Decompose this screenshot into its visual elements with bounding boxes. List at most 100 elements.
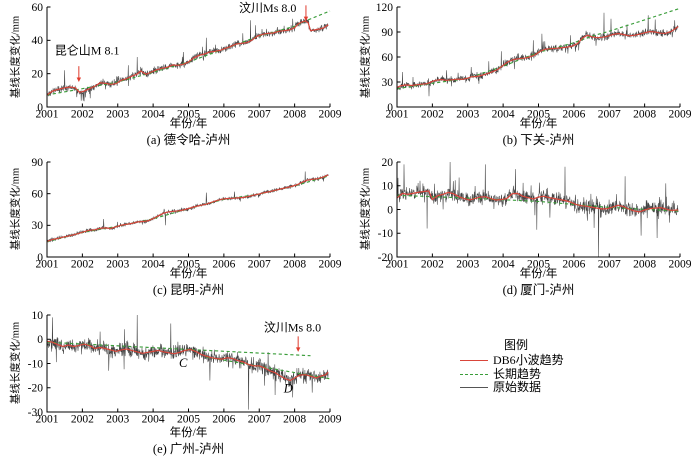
chart-e-plot: -30 -20 -10 0 10 2001 2002 2003 2004 2005 2006 2007… <box>28 310 342 426</box>
svg-text:2009: 2009 <box>669 259 692 271</box>
svg-text:60: 60 <box>382 52 394 64</box>
svg-text:2009: 2009 <box>669 109 692 121</box>
chart-c-y-axis-label: 基线长度变化/mm <box>10 167 22 251</box>
chart-guangzhou-luzhou: -30 -20 -10 0 10 2001 2002 2003 2004 2005 2006 2007… <box>6 300 350 463</box>
chart-c-caption: (c) 昆明-泸州 <box>152 283 225 297</box>
chart-d-caption: (d) 厦门-泸州 <box>502 283 575 297</box>
svg-text:0: 0 <box>387 204 393 216</box>
legend-label-db6-wavelet: DB6小波趋势 <box>493 353 564 368</box>
svg-text:-30: -30 <box>28 407 44 419</box>
annotation-汶川Ms 8.0: 汶川Ms 8.0 <box>264 319 321 334</box>
svg-text:90: 90 <box>382 27 394 39</box>
svg-text:2007: 2007 <box>248 259 271 271</box>
svg-text:2005: 2005 <box>177 414 200 426</box>
svg-text:2007: 2007 <box>248 414 271 426</box>
svg-text:2007: 2007 <box>248 109 271 121</box>
svg-text:2006: 2006 <box>562 259 585 271</box>
legend-item-longterm-trend: 长期趋势 <box>460 366 630 382</box>
svg-text:0: 0 <box>37 252 43 264</box>
svg-text:2008: 2008 <box>283 414 306 426</box>
svg-text:0: 0 <box>387 102 393 114</box>
chart-d-plot: -20 -10 0 10 20 2001 2002 2003 2004 2005 2006 2007 2… <box>378 157 692 271</box>
chart-e-x-axis-label: 年份/年 <box>169 427 208 439</box>
legend-item-raw-data: 原始数据 <box>460 381 630 395</box>
chart-c-x-axis-label: 年份/年 <box>169 268 208 280</box>
annotation-昆仑山M 8.1: 昆仑山M 8.1 <box>55 44 120 58</box>
db6-wavelet-line-swatch <box>460 360 488 362</box>
svg-text:2003: 2003 <box>106 414 129 426</box>
svg-text:2006: 2006 <box>212 109 235 121</box>
svg-text:2001: 2001 <box>36 259 59 271</box>
svg-text:30: 30 <box>382 77 394 89</box>
chart-xiaguan-luzhou: 0 30 60 90 120 2001 2002 2003 2004 2005 2006 2007 20… <box>356 0 700 150</box>
chart-delingha-luzhou: 0 20 40 60 2001 2002 2003 2004 2005 2006 2007 2008 2… <box>6 0 350 150</box>
legend-label-longterm-trend: 长期趋势 <box>493 366 542 381</box>
svg-text:2004: 2004 <box>142 259 165 271</box>
svg-text:2009: 2009 <box>319 414 342 426</box>
svg-text:2004: 2004 <box>142 109 165 121</box>
annotation-汶川Ms 8.0: 汶川Ms 8.0 <box>239 0 296 15</box>
raw-data-line-swatch <box>460 387 488 389</box>
svg-text:2003: 2003 <box>456 109 479 121</box>
svg-text:-10: -10 <box>28 358 44 370</box>
legend-title: 图例 <box>504 338 529 352</box>
chart-a-x-axis-label: 年份/年 <box>169 118 208 130</box>
chart-e-y-axis-label: 基线长度变化/mm <box>10 321 22 405</box>
svg-text:2001: 2001 <box>386 259 409 271</box>
chart-b-plot: 0 30 60 90 120 2001 2002 2003 2004 2005 2006 2007 20… <box>376 2 692 121</box>
svg-text:-10: -10 <box>378 228 394 240</box>
svg-text:2004: 2004 <box>142 414 165 426</box>
svg-text:20: 20 <box>32 68 44 80</box>
chart-a-y-axis-label: 基线长度变化/mm <box>10 15 22 99</box>
chart-c-plot: 0 30 60 90 2001 2002 2003 2004 2005 2006 2007 2008 2… <box>32 157 342 271</box>
chart-a-caption: (a) 德令哈-泸州 <box>146 133 231 147</box>
svg-text:2002: 2002 <box>421 259 444 271</box>
svg-text:40: 40 <box>32 35 44 47</box>
svg-text:2005: 2005 <box>527 109 550 121</box>
svg-text:2002: 2002 <box>71 414 94 426</box>
svg-text:60: 60 <box>32 2 44 14</box>
chart-a-plot: 0 20 40 60 2001 2002 2003 2004 2005 2006 2007 2008 2… <box>32 0 342 121</box>
svg-text:2002: 2002 <box>421 109 444 121</box>
chart-d-y-axis-label: 基线长度变化/mm <box>360 167 372 251</box>
longterm-trend-line-swatch <box>460 373 488 375</box>
svg-text:2009: 2009 <box>319 109 342 121</box>
svg-text:30: 30 <box>32 220 44 232</box>
svg-text:2003: 2003 <box>456 259 479 271</box>
svg-text:0: 0 <box>37 334 43 346</box>
svg-text:2002: 2002 <box>71 259 94 271</box>
svg-text:90: 90 <box>32 157 44 169</box>
svg-text:2001: 2001 <box>36 414 59 426</box>
point-label-C: C <box>179 356 188 370</box>
svg-text:2001: 2001 <box>36 109 59 121</box>
svg-text:2006: 2006 <box>562 109 585 121</box>
svg-text:2003: 2003 <box>106 259 129 271</box>
svg-text:2002: 2002 <box>71 109 94 121</box>
svg-text:2008: 2008 <box>633 259 656 271</box>
svg-text:2004: 2004 <box>492 109 515 121</box>
svg-text:120: 120 <box>376 2 394 14</box>
svg-text:2003: 2003 <box>106 109 129 121</box>
svg-text:-20: -20 <box>378 252 394 264</box>
chart-b-y-axis-label: 基线长度变化/mm <box>360 15 372 99</box>
svg-text:2007: 2007 <box>598 109 621 121</box>
svg-text:2004: 2004 <box>492 259 515 271</box>
svg-text:2009: 2009 <box>319 259 342 271</box>
svg-text:2007: 2007 <box>598 259 621 271</box>
chart-b-caption: (b) 下关-泸州 <box>502 133 575 147</box>
svg-text:2006: 2006 <box>212 414 235 426</box>
svg-text:2008: 2008 <box>283 109 306 121</box>
svg-text:0: 0 <box>37 102 43 114</box>
svg-text:10: 10 <box>32 310 44 322</box>
legend-item-db6-wavelet: DB6小波趋势 <box>460 354 630 368</box>
legend: 图例 DB6小波趋势 长期趋势 原始数据 <box>460 338 630 395</box>
svg-text:2005: 2005 <box>527 259 550 271</box>
svg-text:20: 20 <box>382 157 394 169</box>
svg-text:2006: 2006 <box>212 259 235 271</box>
legend-label-raw-data: 原始数据 <box>493 380 542 395</box>
chart-e-caption: (e) 广州-泸州 <box>152 442 225 456</box>
chart-b-x-axis-label: 年份/年 <box>519 118 558 130</box>
svg-text:2005: 2005 <box>177 259 200 271</box>
svg-text:60: 60 <box>32 188 44 200</box>
